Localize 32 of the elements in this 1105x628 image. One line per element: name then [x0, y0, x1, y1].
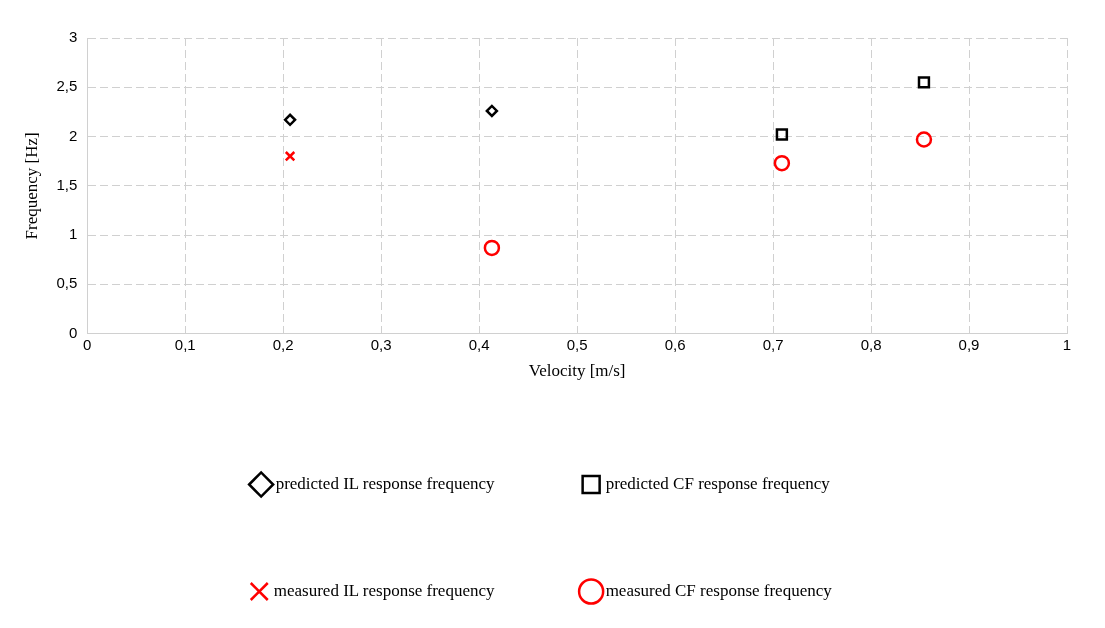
legend-label: measured CF response frequency: [605, 580, 833, 600]
x-tick-label: 0,3: [370, 335, 392, 353]
x-tick-label: 0,9: [958, 335, 980, 353]
point: [485, 104, 499, 118]
x-tick-label: 0,8: [860, 335, 882, 353]
y-tick-label: 1: [68, 225, 78, 243]
x-tick-label: 1: [1062, 335, 1072, 353]
y-tick-label: 1,5: [56, 175, 78, 193]
x-tick-label: 0,7: [762, 335, 784, 353]
x-tick-label: 0: [83, 335, 92, 353]
y-axis-title: Frequency [Hz]: [21, 132, 41, 240]
x-tick-label: 0,6: [664, 335, 686, 353]
point: [284, 150, 296, 162]
point: [917, 76, 931, 89]
point: [775, 128, 789, 141]
legend-label: predicted CF response frequency: [605, 473, 831, 493]
point: [773, 154, 791, 172]
x-tick-label: 0,5: [566, 335, 588, 353]
point: [915, 131, 933, 148]
y-tick-label: 0: [68, 323, 78, 341]
point: [483, 239, 501, 257]
x-tick-label: 0,4: [468, 335, 490, 353]
y-tick-label: 0,5: [56, 274, 78, 292]
x-tick-label: 0,1: [174, 335, 196, 353]
point: [283, 113, 297, 127]
legend-label: measured IL response frequency: [273, 580, 495, 600]
x-axis-title: Velocity [m/s]: [528, 361, 626, 381]
x-tick-label: 0,2: [272, 335, 294, 353]
y-tick-label: 2,5: [56, 77, 78, 95]
y-tick-label: 2: [68, 126, 78, 144]
y-tick-label: 3: [68, 28, 78, 46]
legend-label: predicted IL response frequency: [275, 473, 495, 493]
